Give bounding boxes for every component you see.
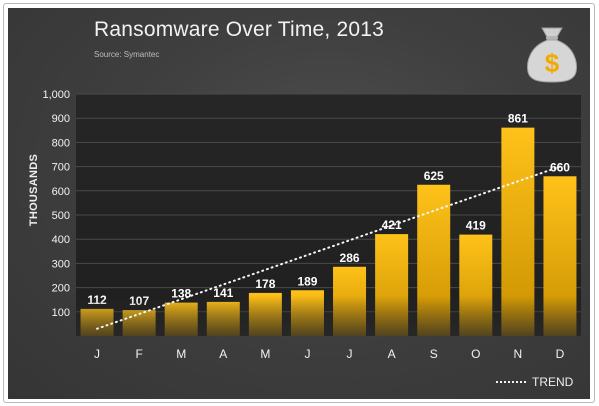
y-tick-label: 1,000 bbox=[42, 89, 70, 101]
bar-value-label: 625 bbox=[424, 169, 444, 183]
x-tick-label: M bbox=[260, 347, 270, 361]
y-tick-label: 200 bbox=[52, 283, 70, 295]
x-tick-label: O bbox=[471, 347, 480, 361]
chart-source: Source: Symantec bbox=[94, 50, 160, 59]
bar-value-label: 421 bbox=[382, 218, 402, 232]
x-tick-label: F bbox=[135, 347, 142, 361]
bar-value-label: 178 bbox=[255, 277, 275, 291]
y-tick-label: 400 bbox=[52, 234, 70, 246]
legend-trend-line bbox=[496, 381, 526, 383]
bar-value-label: 419 bbox=[466, 219, 486, 233]
y-tick-label: 800 bbox=[52, 137, 70, 149]
trend-line bbox=[96, 165, 561, 330]
x-tick-label: J bbox=[347, 347, 353, 361]
chart-panel: Ransomware Over Time, 2013 Source: Syman… bbox=[8, 8, 590, 399]
x-tick-label: J bbox=[304, 347, 310, 361]
bar-chart: 1002003004005006007008009001,000112J107F… bbox=[42, 89, 581, 361]
y-tick-label: 700 bbox=[52, 162, 70, 174]
bar-value-label: 189 bbox=[297, 274, 317, 288]
y-tick-label: 100 bbox=[52, 307, 70, 319]
x-tick-label: M bbox=[176, 347, 186, 361]
money-bag-icon: $ bbox=[527, 27, 577, 83]
bottom-fade bbox=[76, 296, 581, 336]
dollar-symbol: $ bbox=[545, 48, 560, 78]
x-tick-label: J bbox=[94, 347, 100, 361]
bar-value-label: 286 bbox=[340, 251, 360, 265]
x-tick-label: A bbox=[388, 347, 396, 361]
y-tick-label: 900 bbox=[52, 113, 70, 125]
legend: TREND bbox=[496, 375, 573, 389]
x-tick-label: N bbox=[514, 347, 523, 361]
y-tick-label: 500 bbox=[52, 210, 70, 222]
x-tick-label: A bbox=[219, 347, 227, 361]
x-tick-label: D bbox=[556, 347, 565, 361]
y-tick-label: 600 bbox=[52, 186, 70, 198]
y-tick-label: 300 bbox=[52, 258, 70, 270]
x-tick-label: S bbox=[430, 347, 438, 361]
chart-title: Ransomware Over Time, 2013 bbox=[94, 18, 384, 41]
legend-trend-label: TREND bbox=[532, 375, 574, 389]
bar-value-label: 861 bbox=[508, 112, 528, 126]
